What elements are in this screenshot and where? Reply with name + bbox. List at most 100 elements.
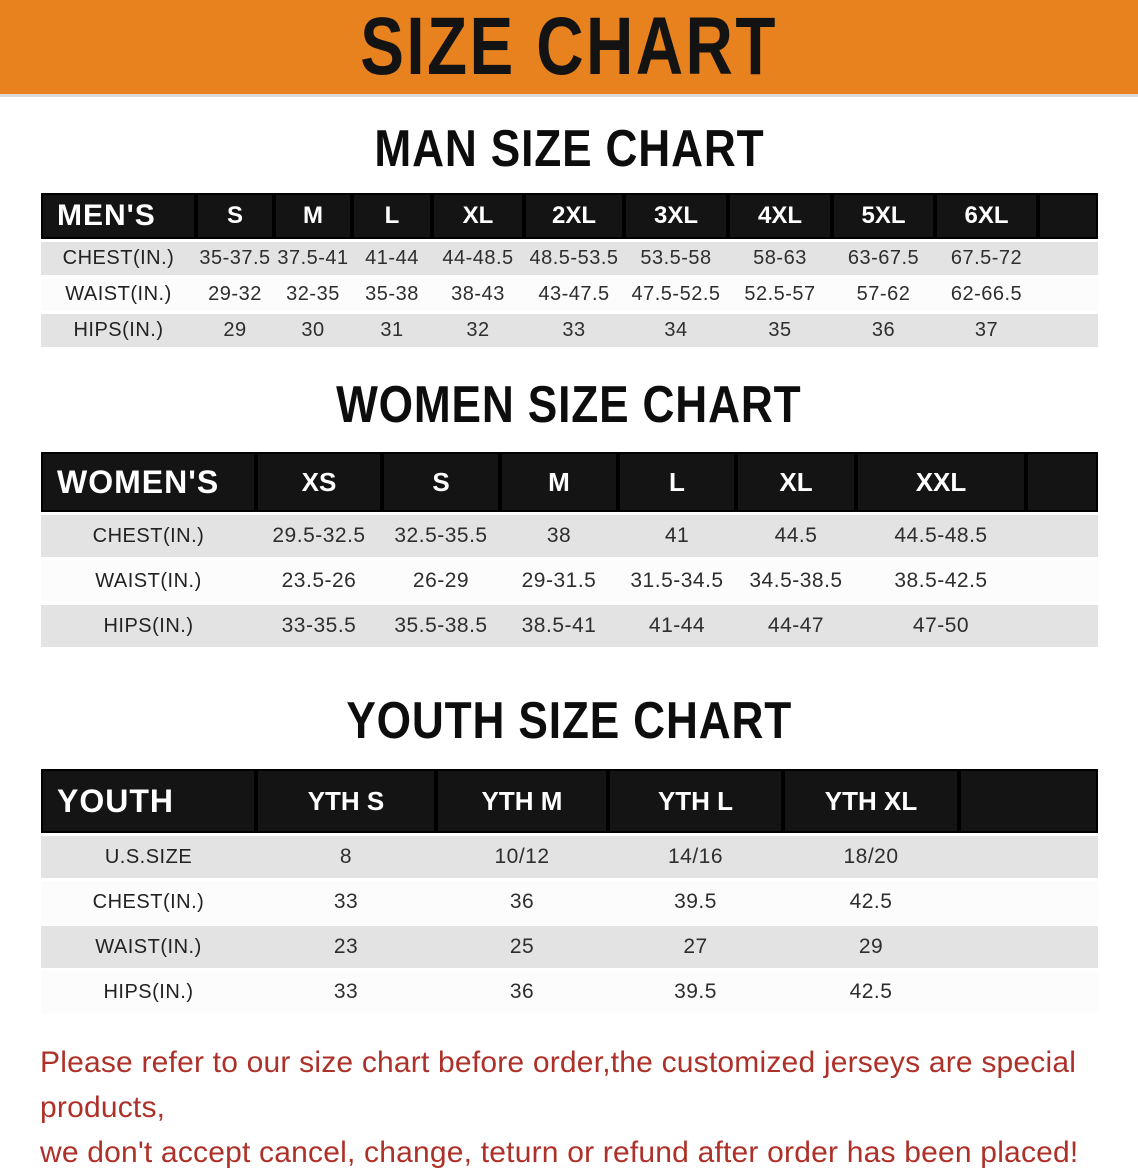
size-value-cell: 33 [256, 971, 436, 1013]
men-col-header: 5XL [832, 193, 935, 239]
size-value-cell: 26-29 [382, 560, 500, 602]
women-size-table: WOMEN'S XS S M L XL XXL CHEST(IN.) 29.5-… [41, 449, 1098, 650]
order-policy-note: Please refer to our size chart before or… [40, 1040, 1120, 1175]
size-value-cell: 29 [196, 314, 274, 347]
size-value-cell: 33 [256, 881, 436, 923]
size-value-cell: 33-35.5 [256, 605, 382, 647]
youth-hips-row: HIPS(IN.) 33 36 39.5 42.5 [41, 971, 1098, 1013]
youth-heading-text: YOUTH SIZE CHART [346, 692, 792, 750]
size-value-cell: 36 [436, 881, 608, 923]
size-value-cell: 41 [618, 515, 736, 557]
size-value-cell: 44.5 [736, 515, 856, 557]
youth-size-table: YOUTH YTH S YTH M YTH L YTH XL U.S.SIZE … [41, 766, 1098, 1016]
youth-ussize-row: U.S.SIZE 8 10/12 14/16 18/20 [41, 836, 1098, 878]
size-value-cell: 29.5-32.5 [256, 515, 382, 557]
size-value-cell: 41-44 [618, 605, 736, 647]
size-value-cell: 47-50 [856, 605, 1026, 647]
size-value-cell: 35-37.5 [196, 242, 274, 275]
men-col-header: L [352, 193, 432, 239]
men-hips-row: HIPS(IN.) 29 30 31 32 33 34 35 36 37 [41, 314, 1098, 347]
row-spacer [959, 836, 1098, 878]
women-col-header: XS [256, 452, 382, 512]
size-value-cell: 29-32 [196, 278, 274, 311]
size-value-cell: 35.5-38.5 [382, 605, 500, 647]
men-col-header: 4XL [728, 193, 832, 239]
size-value-cell: 34.5-38.5 [736, 560, 856, 602]
size-value-cell: 27 [608, 926, 783, 968]
size-value-cell: 32.5-35.5 [382, 515, 500, 557]
size-value-cell: 33 [524, 314, 624, 347]
size-value-cell: 52.5-57 [728, 278, 832, 311]
size-value-cell: 36 [832, 314, 935, 347]
row-spacer [1038, 278, 1098, 311]
size-value-cell: 37 [935, 314, 1038, 347]
youth-table-header-row: YOUTH YTH S YTH M YTH L YTH XL [41, 769, 1098, 833]
row-label-chest: CHEST(IN.) [41, 242, 196, 275]
row-label-chest: CHEST(IN.) [41, 881, 256, 923]
row-spacer [1026, 560, 1098, 602]
row-spacer [959, 971, 1098, 1013]
row-spacer [1026, 515, 1098, 557]
women-waist-row: WAIST(IN.) 23.5-26 26-29 29-31.5 31.5-34… [41, 560, 1098, 602]
row-label-waist: WAIST(IN.) [41, 560, 256, 602]
size-value-cell: 35-38 [352, 278, 432, 311]
size-value-cell: 38.5-42.5 [856, 560, 1026, 602]
size-value-cell: 30 [274, 314, 352, 347]
header-spacer [959, 769, 1098, 833]
size-value-cell: 37.5-41 [274, 242, 352, 275]
women-chest-row: CHEST(IN.) 29.5-32.5 32.5-35.5 38 41 44.… [41, 515, 1098, 557]
size-value-cell: 57-62 [832, 278, 935, 311]
row-label-chest: CHEST(IN.) [41, 515, 256, 557]
size-value-cell: 43-47.5 [524, 278, 624, 311]
size-value-cell: 38.5-41 [500, 605, 618, 647]
header-spacer [1038, 193, 1098, 239]
banner-title: SIZE CHART [360, 1, 778, 92]
header-spacer [1026, 452, 1098, 512]
row-spacer [1038, 242, 1098, 275]
size-value-cell: 39.5 [608, 881, 783, 923]
youth-col-header: YTH XL [783, 769, 959, 833]
size-value-cell: 62-66.5 [935, 278, 1038, 311]
row-spacer [959, 881, 1098, 923]
youth-group-label: YOUTH [41, 769, 256, 833]
women-heading-text: WOMEN SIZE CHART [336, 376, 802, 434]
size-value-cell: 44.5-48.5 [856, 515, 1026, 557]
order-policy-line-2: we don't accept cancel, change, teturn o… [40, 1136, 1079, 1169]
men-heading-text: MAN SIZE CHART [373, 120, 765, 178]
men-col-header: S [196, 193, 274, 239]
size-value-cell: 18/20 [783, 836, 959, 878]
men-table-header-row: MEN'S S M L XL 2XL 3XL 4XL 5XL 6XL [41, 193, 1098, 239]
size-value-cell: 35 [728, 314, 832, 347]
women-col-header: M [500, 452, 618, 512]
size-value-cell: 29-31.5 [500, 560, 618, 602]
size-value-cell: 34 [624, 314, 728, 347]
size-value-cell: 58-63 [728, 242, 832, 275]
size-value-cell: 44-47 [736, 605, 856, 647]
men-waist-row: WAIST(IN.) 29-32 32-35 35-38 38-43 43-47… [41, 278, 1098, 311]
row-spacer [1038, 314, 1098, 347]
youth-chest-row: CHEST(IN.) 33 36 39.5 42.5 [41, 881, 1098, 923]
size-value-cell: 29 [783, 926, 959, 968]
size-value-cell: 8 [256, 836, 436, 878]
men-col-header: XL [432, 193, 524, 239]
youth-col-header: YTH L [608, 769, 783, 833]
row-label-waist: WAIST(IN.) [41, 278, 196, 311]
size-value-cell: 67.5-72 [935, 242, 1038, 275]
women-col-header: L [618, 452, 736, 512]
size-value-cell: 23 [256, 926, 436, 968]
row-label-waist: WAIST(IN.) [41, 926, 256, 968]
women-col-header: XXL [856, 452, 1026, 512]
row-spacer [1026, 605, 1098, 647]
women-table-header-row: WOMEN'S XS S M L XL XXL [41, 452, 1098, 512]
men-size-table: MEN'S S M L XL 2XL 3XL 4XL 5XL 6XL CHEST… [41, 190, 1098, 350]
size-value-cell: 48.5-53.5 [524, 242, 624, 275]
size-value-cell: 14/16 [608, 836, 783, 878]
size-value-cell: 53.5-58 [624, 242, 728, 275]
youth-waist-row: WAIST(IN.) 23 25 27 29 [41, 926, 1098, 968]
size-value-cell: 38 [500, 515, 618, 557]
size-value-cell: 38-43 [432, 278, 524, 311]
men-col-header: 2XL [524, 193, 624, 239]
size-value-cell: 36 [436, 971, 608, 1013]
men-col-header: 3XL [624, 193, 728, 239]
women-hips-row: HIPS(IN.) 33-35.5 35.5-38.5 38.5-41 41-4… [41, 605, 1098, 647]
